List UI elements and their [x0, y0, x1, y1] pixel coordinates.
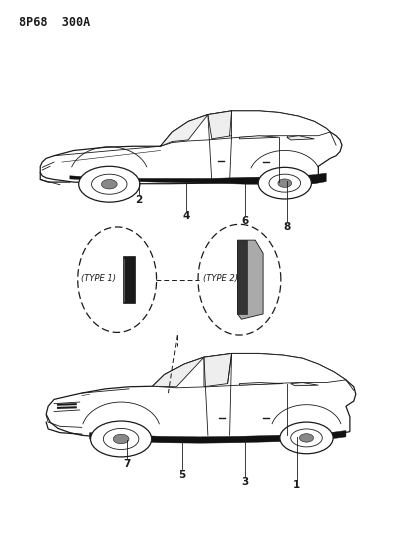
Polygon shape	[153, 357, 204, 387]
Polygon shape	[287, 136, 314, 140]
Polygon shape	[240, 136, 279, 139]
Ellipse shape	[90, 421, 152, 457]
Text: (TYPE 2): (TYPE 2)	[203, 274, 238, 283]
Ellipse shape	[278, 179, 292, 188]
Text: 7: 7	[123, 459, 131, 469]
Ellipse shape	[280, 422, 333, 454]
Polygon shape	[40, 111, 342, 184]
Text: 8: 8	[283, 222, 290, 232]
Polygon shape	[208, 111, 232, 139]
Text: 2: 2	[135, 195, 142, 205]
Ellipse shape	[299, 434, 314, 442]
Text: (TYPE 1): (TYPE 1)	[81, 274, 116, 283]
Polygon shape	[240, 383, 283, 385]
Ellipse shape	[258, 167, 312, 199]
Polygon shape	[238, 240, 246, 314]
FancyBboxPatch shape	[123, 256, 135, 303]
Text: 3: 3	[242, 478, 249, 488]
Polygon shape	[160, 111, 330, 146]
Ellipse shape	[79, 166, 140, 202]
Text: 5: 5	[179, 470, 186, 480]
Polygon shape	[46, 353, 356, 440]
Text: 1: 1	[293, 480, 300, 490]
Polygon shape	[153, 353, 346, 388]
Polygon shape	[70, 173, 326, 184]
Ellipse shape	[113, 434, 129, 443]
Polygon shape	[90, 431, 346, 443]
Polygon shape	[291, 383, 318, 386]
Ellipse shape	[101, 180, 117, 189]
Text: 4: 4	[182, 211, 190, 221]
Polygon shape	[238, 240, 263, 319]
Polygon shape	[160, 115, 208, 146]
Polygon shape	[204, 353, 232, 387]
Text: 6: 6	[242, 216, 249, 227]
Text: 8P68  300A: 8P68 300A	[18, 16, 90, 29]
